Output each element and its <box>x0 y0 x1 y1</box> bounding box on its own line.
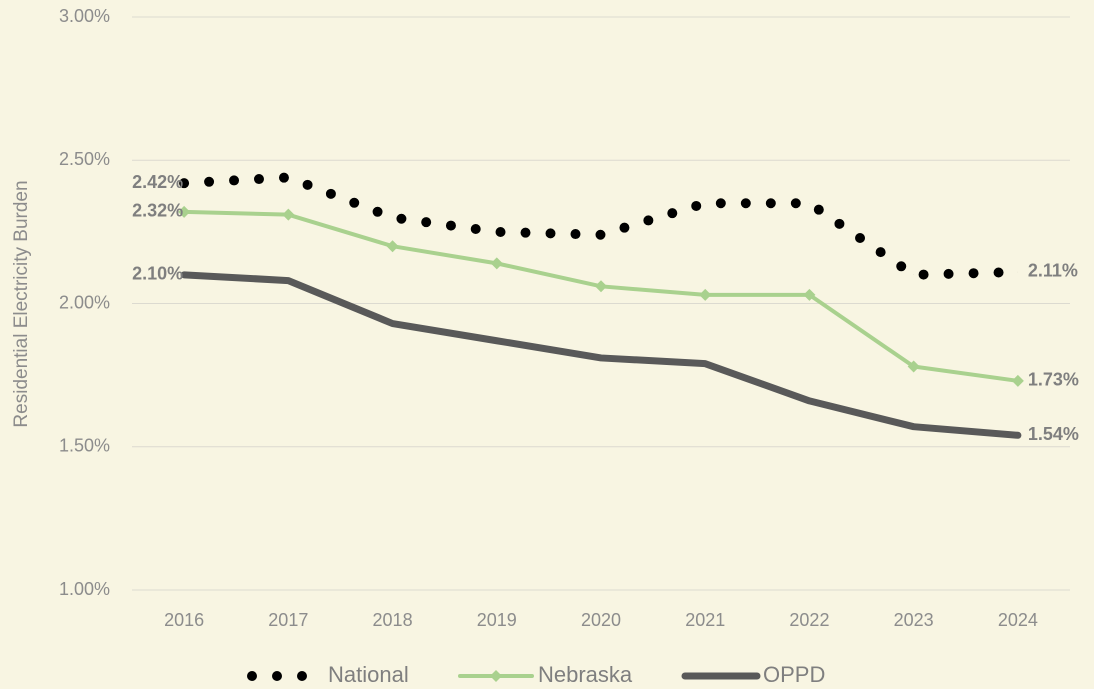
point-marker <box>699 288 712 301</box>
data-label: 1.54% <box>1028 424 1079 444</box>
x-tick-label: 2024 <box>998 610 1038 630</box>
point-marker <box>282 208 295 221</box>
data-label: 2.11% <box>1028 261 1078 281</box>
data-label: 2.42% <box>132 172 183 192</box>
data-label: 1.73% <box>1028 370 1079 390</box>
x-tick-label: 2017 <box>268 610 308 630</box>
point-marker <box>386 240 399 253</box>
y-tick-label: 2.00% <box>59 292 110 312</box>
legend-label: National <box>328 662 409 687</box>
y-tick-label: 3.00% <box>59 6 110 26</box>
y-tick-label: 2.50% <box>59 149 110 169</box>
y-tick-label: 1.00% <box>59 579 110 599</box>
x-tick-label: 2020 <box>581 610 621 630</box>
legend-label: OPPD <box>763 662 825 687</box>
point-marker <box>595 280 607 293</box>
point-marker <box>1011 374 1024 387</box>
point-marker <box>178 205 191 218</box>
y-axis-title: Residential Electricity Burden <box>11 180 32 427</box>
x-tick-label: 2021 <box>685 610 725 630</box>
x-tick-label: 2023 <box>894 610 934 630</box>
x-tick-label: 2016 <box>164 610 204 630</box>
point-marker <box>803 288 816 301</box>
legend-label: Nebraska <box>538 662 633 687</box>
series-line <box>180 271 1022 439</box>
x-tick-label: 2019 <box>477 610 517 630</box>
point-marker <box>907 360 920 373</box>
x-tick-label: 2018 <box>373 610 413 630</box>
legend-swatch-marker <box>490 670 502 682</box>
data-label: 2.10% <box>132 264 183 284</box>
y-tick-label: 1.50% <box>59 436 110 456</box>
data-label: 2.32% <box>132 201 183 221</box>
x-tick-label: 2022 <box>789 610 829 630</box>
point-marker <box>490 257 503 270</box>
series-line <box>179 172 1023 280</box>
